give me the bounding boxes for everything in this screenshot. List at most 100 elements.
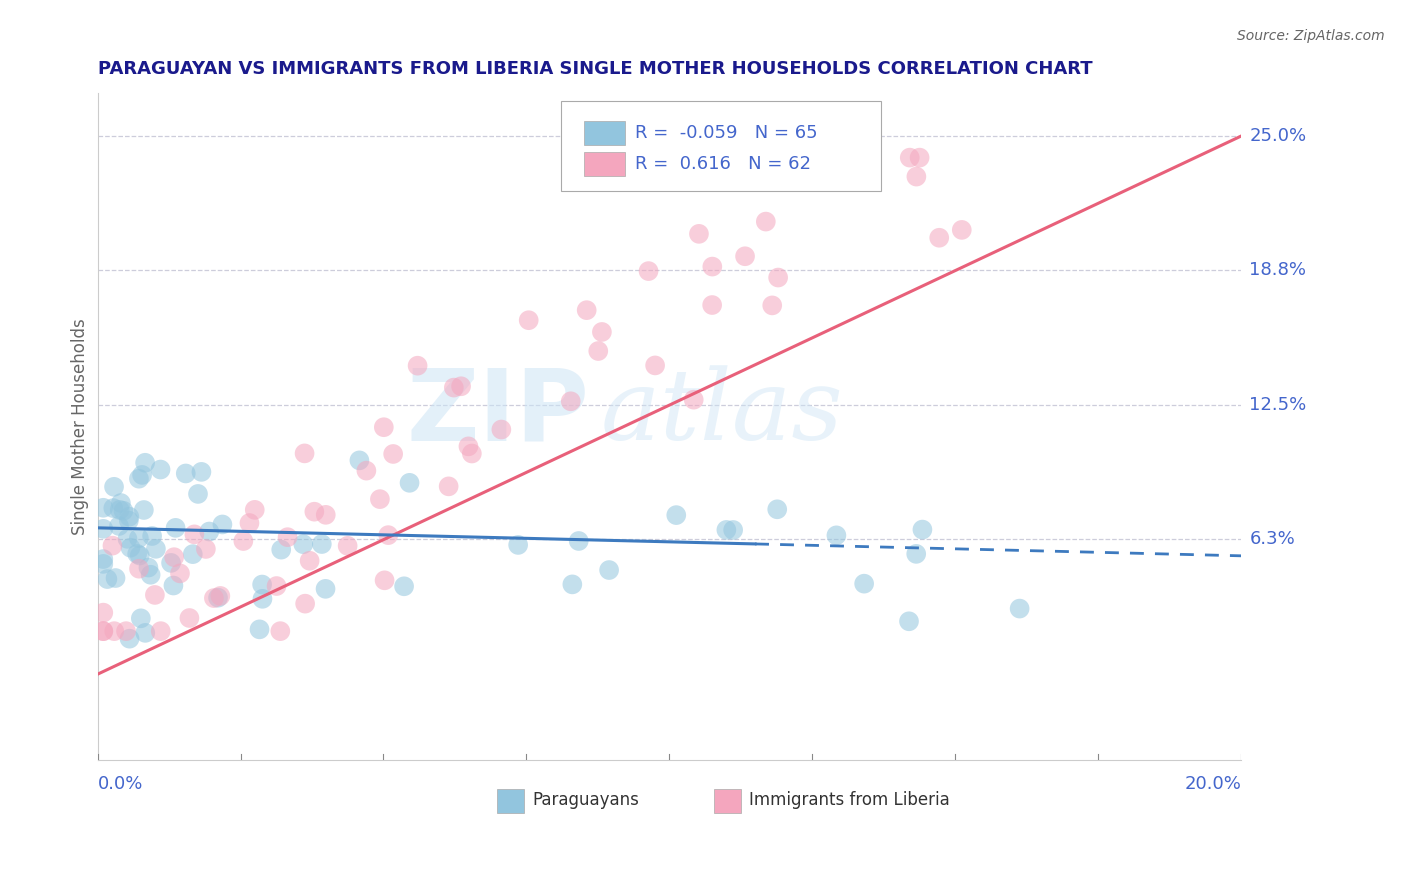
Point (682, 392, 704, 407)
Point (143, 588, 166, 602)
Point (179, 611, 201, 625)
Point (91, 522, 114, 536)
Point (232, 534, 254, 549)
Point (336, 539, 359, 553)
Point (373, 420, 395, 434)
Point (443, 381, 465, 395)
Point (905, 169, 928, 184)
Point (194, 541, 217, 556)
Point (134, 625, 156, 640)
Text: Paraguayans: Paraguayans (531, 791, 638, 809)
Point (112, 504, 135, 518)
Point (145, 541, 167, 556)
Point (368, 492, 391, 507)
Y-axis label: Single Mother Households: Single Mother Households (72, 318, 89, 535)
Point (207, 591, 229, 605)
Point (491, 423, 513, 437)
Text: ZIP: ZIP (406, 365, 589, 462)
Point (211, 517, 233, 532)
Point (127, 547, 149, 561)
Point (128, 549, 150, 563)
Point (406, 359, 429, 373)
Point (911, 523, 934, 537)
Point (294, 597, 316, 611)
FancyBboxPatch shape (583, 121, 624, 145)
Point (315, 582, 337, 596)
Point (190, 465, 212, 479)
Point (349, 453, 371, 467)
Point (908, 151, 931, 165)
Point (103, 501, 125, 516)
Point (637, 264, 659, 278)
Point (853, 576, 876, 591)
Point (766, 502, 789, 516)
Point (269, 624, 291, 639)
Point (101, 539, 124, 553)
Point (165, 521, 187, 535)
Point (311, 537, 333, 551)
Point (108, 503, 131, 517)
Point (91, 500, 114, 515)
Point (382, 447, 405, 461)
Point (830, 151, 852, 165)
Point (588, 344, 610, 359)
Point (644, 359, 666, 373)
Point (304, 505, 326, 519)
Text: R =  -0.059   N = 65: R = -0.059 N = 65 (636, 124, 818, 142)
Text: Source: ZipAtlas.com: Source: ZipAtlas.com (1237, 29, 1385, 44)
Point (249, 623, 271, 637)
Text: 20.0%: 20.0% (1184, 775, 1241, 793)
Point (103, 624, 125, 639)
Point (598, 563, 620, 577)
Point (162, 578, 184, 592)
Point (243, 503, 266, 517)
Point (131, 467, 153, 482)
Point (377, 528, 399, 542)
FancyBboxPatch shape (583, 153, 624, 177)
Point (277, 530, 299, 544)
Point (591, 325, 613, 339)
Point (181, 547, 204, 561)
Point (457, 439, 479, 453)
Point (266, 579, 288, 593)
Point (1008, 601, 1031, 615)
Point (115, 624, 138, 639)
Point (198, 524, 221, 539)
Point (120, 541, 142, 555)
Point (128, 472, 150, 486)
Point (560, 394, 582, 409)
Text: atlas: atlas (600, 366, 844, 461)
Point (270, 542, 292, 557)
Point (91, 557, 114, 571)
Point (108, 519, 131, 533)
Point (129, 611, 152, 625)
Point (568, 533, 591, 548)
Point (118, 509, 141, 524)
Text: 12.5%: 12.5% (1250, 396, 1306, 414)
Point (702, 260, 724, 274)
Text: 18.8%: 18.8% (1250, 260, 1306, 278)
Point (174, 467, 197, 481)
Point (392, 579, 415, 593)
Point (132, 503, 155, 517)
Point (209, 589, 232, 603)
Point (202, 591, 225, 605)
Point (905, 547, 928, 561)
Point (252, 591, 274, 606)
Point (356, 464, 378, 478)
Text: Immigrants from Liberia: Immigrants from Liberia (749, 791, 950, 809)
Point (110, 496, 132, 510)
Point (103, 480, 125, 494)
Point (825, 528, 848, 542)
Point (665, 508, 688, 522)
Point (118, 632, 141, 646)
Point (91, 552, 114, 566)
Point (149, 624, 172, 639)
Point (734, 249, 756, 263)
Point (187, 487, 209, 501)
FancyBboxPatch shape (496, 789, 524, 813)
Point (149, 462, 172, 476)
Point (517, 313, 540, 327)
Point (138, 560, 160, 574)
Point (761, 298, 783, 312)
